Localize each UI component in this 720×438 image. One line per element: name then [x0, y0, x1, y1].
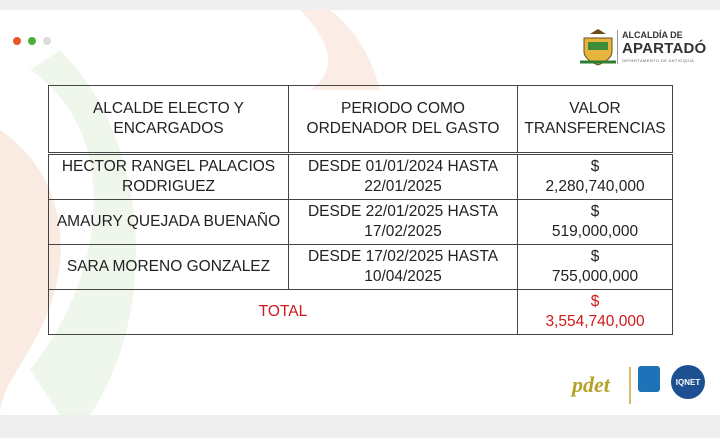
header-cell: VALOR TRANSFERENCIAS: [517, 85, 673, 155]
currency: $: [590, 293, 600, 310]
currency: $: [590, 248, 600, 265]
cell: $519,000,000: [517, 199, 673, 245]
cell: DESDE 17/02/2025 HASTA 10/04/2025: [288, 244, 518, 290]
header-cell: PERIODO COMO ORDENADOR DEL GASTO: [288, 85, 518, 155]
amount: 755,000,000: [551, 268, 639, 285]
dot: [28, 37, 36, 45]
total-row: TOTAL $3,554,740,000: [48, 289, 673, 335]
row: SARA MORENO GONZALEZ DESDE 17/02/2025 HA…: [48, 244, 673, 290]
slide: ALCALDÍA DE APARTADÓ DEPARTAMENTO DE ANT…: [0, 10, 720, 415]
pdet-logo: pdet: [570, 372, 611, 397]
iqnet-logo: [671, 365, 705, 399]
certification-logo: [638, 366, 660, 392]
iqnet-text: IQNET: [676, 378, 701, 387]
total-cell: $3,554,740,000: [517, 289, 673, 335]
logo-subtitle: DEPARTAMENTO DE ANTIOQUIA: [622, 58, 695, 63]
logo-name: APARTADÓ: [622, 40, 707, 57]
currency: $: [590, 203, 600, 220]
row: AMAURY QUEJADA BUENAÑO DESDE 22/01/2025 …: [48, 199, 673, 245]
cell: DESDE 01/01/2024 HASTA 22/01/2025: [288, 153, 518, 200]
header-cell: ALCALDE ELECTO Y ENCARGADOS: [48, 85, 289, 155]
table: ALCALDE ELECTO Y ENCARGADOS PERIODO COMO…: [48, 85, 673, 335]
coat-of-arms: [580, 29, 616, 66]
amount: 2,280,740,000: [545, 178, 645, 195]
header-row: ALCALDE ELECTO Y ENCARGADOS PERIODO COMO…: [48, 85, 673, 155]
amount: 3,554,740,000: [545, 313, 645, 330]
dot: [43, 37, 51, 45]
amount: 519,000,000: [551, 223, 639, 240]
logo: ALCALDÍA DE APARTADÓ DEPARTAMENTO DE ANT…: [580, 28, 710, 68]
cell: AMAURY QUEJADA BUENAÑO: [48, 199, 289, 245]
cell: DESDE 22/01/2025 HASTA 17/02/2025: [288, 199, 518, 245]
cell: HECTOR RANGEL PALACIOS RODRIGUEZ: [48, 153, 289, 200]
cell: $2,280,740,000: [517, 153, 673, 200]
footer-logos: pdet IQNET: [570, 365, 705, 404]
cell: $755,000,000: [517, 244, 673, 290]
logo-line: ALCALDÍA DE: [622, 30, 683, 40]
row: HECTOR RANGEL PALACIOS RODRIGUEZ DESDE 0…: [48, 153, 673, 200]
cell: SARA MORENO GONZALEZ: [48, 244, 289, 290]
currency: $: [590, 158, 600, 175]
total-label: TOTAL: [48, 289, 518, 335]
dot: [13, 37, 21, 45]
